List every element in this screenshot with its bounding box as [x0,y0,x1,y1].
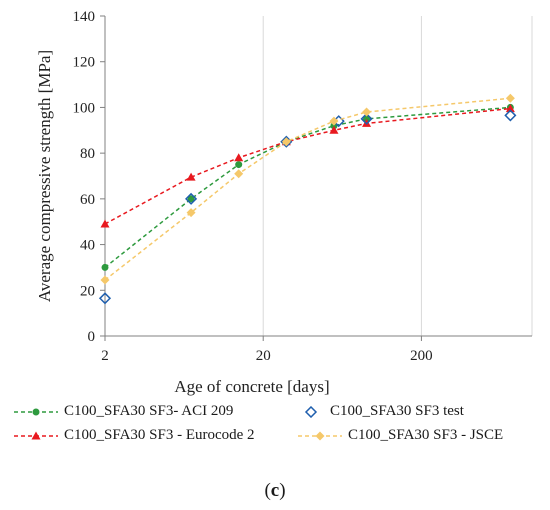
data-point [235,161,243,169]
series-0 [101,103,514,271]
y-axis-title: Average compressive strength [MPa] [35,50,54,302]
line-chart: 0 20 40 60 80 100 120 140 2 20 200 Age of concret… [35,9,533,396]
legend-label-jsce: C100_SFA30 SF3 - JSCE [348,427,504,443]
legend-item-eurocode2: C100_SFA30 SF3 - Eurocode 2 [12,427,255,444]
data-point [504,109,517,122]
legend-swatch-eurocode2 [14,431,58,439]
axes [100,15,532,341]
data-point [281,137,291,147]
legend-label-eurocode2: C100_SFA30 SF3 - Eurocode 2 [64,427,255,443]
data-point [185,192,198,205]
data-point [186,172,196,181]
data-point [329,125,339,134]
data-point [360,112,373,125]
y-tick-label: 100 [73,100,96,116]
y-tick-labels: 0 20 40 60 80 100 120 140 [73,9,96,345]
data-point [187,195,195,203]
series-3 [100,93,515,285]
series-2 [98,109,517,305]
legend-swatch-test [304,405,318,418]
legend-item-jsce: C100_SFA30 SF3 - JSCE [296,427,503,444]
data-point [234,153,244,162]
x-tick-label: 20 [256,348,271,364]
data-point [186,208,196,218]
legend-item-test: C100_SFA30 SF3 test [296,403,464,420]
series-line [104,107,511,225]
figure-caption: (c) [264,480,286,501]
series-1 [100,104,515,228]
y-tick-label: 20 [80,283,95,299]
legend-swatch-aci209 [14,408,58,415]
data-point [329,116,339,126]
legend-label-test: C100_SFA30 SF3 test [330,403,464,419]
y-tick-label: 60 [80,192,95,208]
series-layer [98,93,517,305]
y-tick-label: 140 [73,9,96,25]
series-line [104,106,511,269]
data-point [363,115,371,123]
y-tick-label: 40 [80,238,95,254]
data-point [100,219,110,228]
data-point [101,263,109,271]
y-tick-label: 120 [73,55,96,71]
legend-item-aci209: C100_SFA30 SF3- ACI 209 [12,403,233,420]
data-point [100,275,110,285]
y-tick-label: 80 [80,146,95,162]
x-tick-label: 200 [410,348,433,364]
gridlines [104,16,533,336]
legend-label-aci209: C100_SFA30 SF3- ACI 209 [64,403,234,419]
x-tick-labels: 2 20 200 [101,348,432,364]
legend-swatch-jsce [298,431,342,440]
series-line [104,97,511,281]
y-tick-label: 0 [88,329,96,345]
data-point [234,169,244,179]
x-tick-label: 2 [101,348,109,364]
data-point [98,292,112,305]
data-point [362,107,372,117]
data-point [505,104,515,113]
legend: C100_SFA30 SF3- ACI 209 C100_SFA30 SF3 t… [6,403,546,453]
data-point [505,93,515,103]
x-axis-title: Age of concrete [days] [174,377,329,396]
